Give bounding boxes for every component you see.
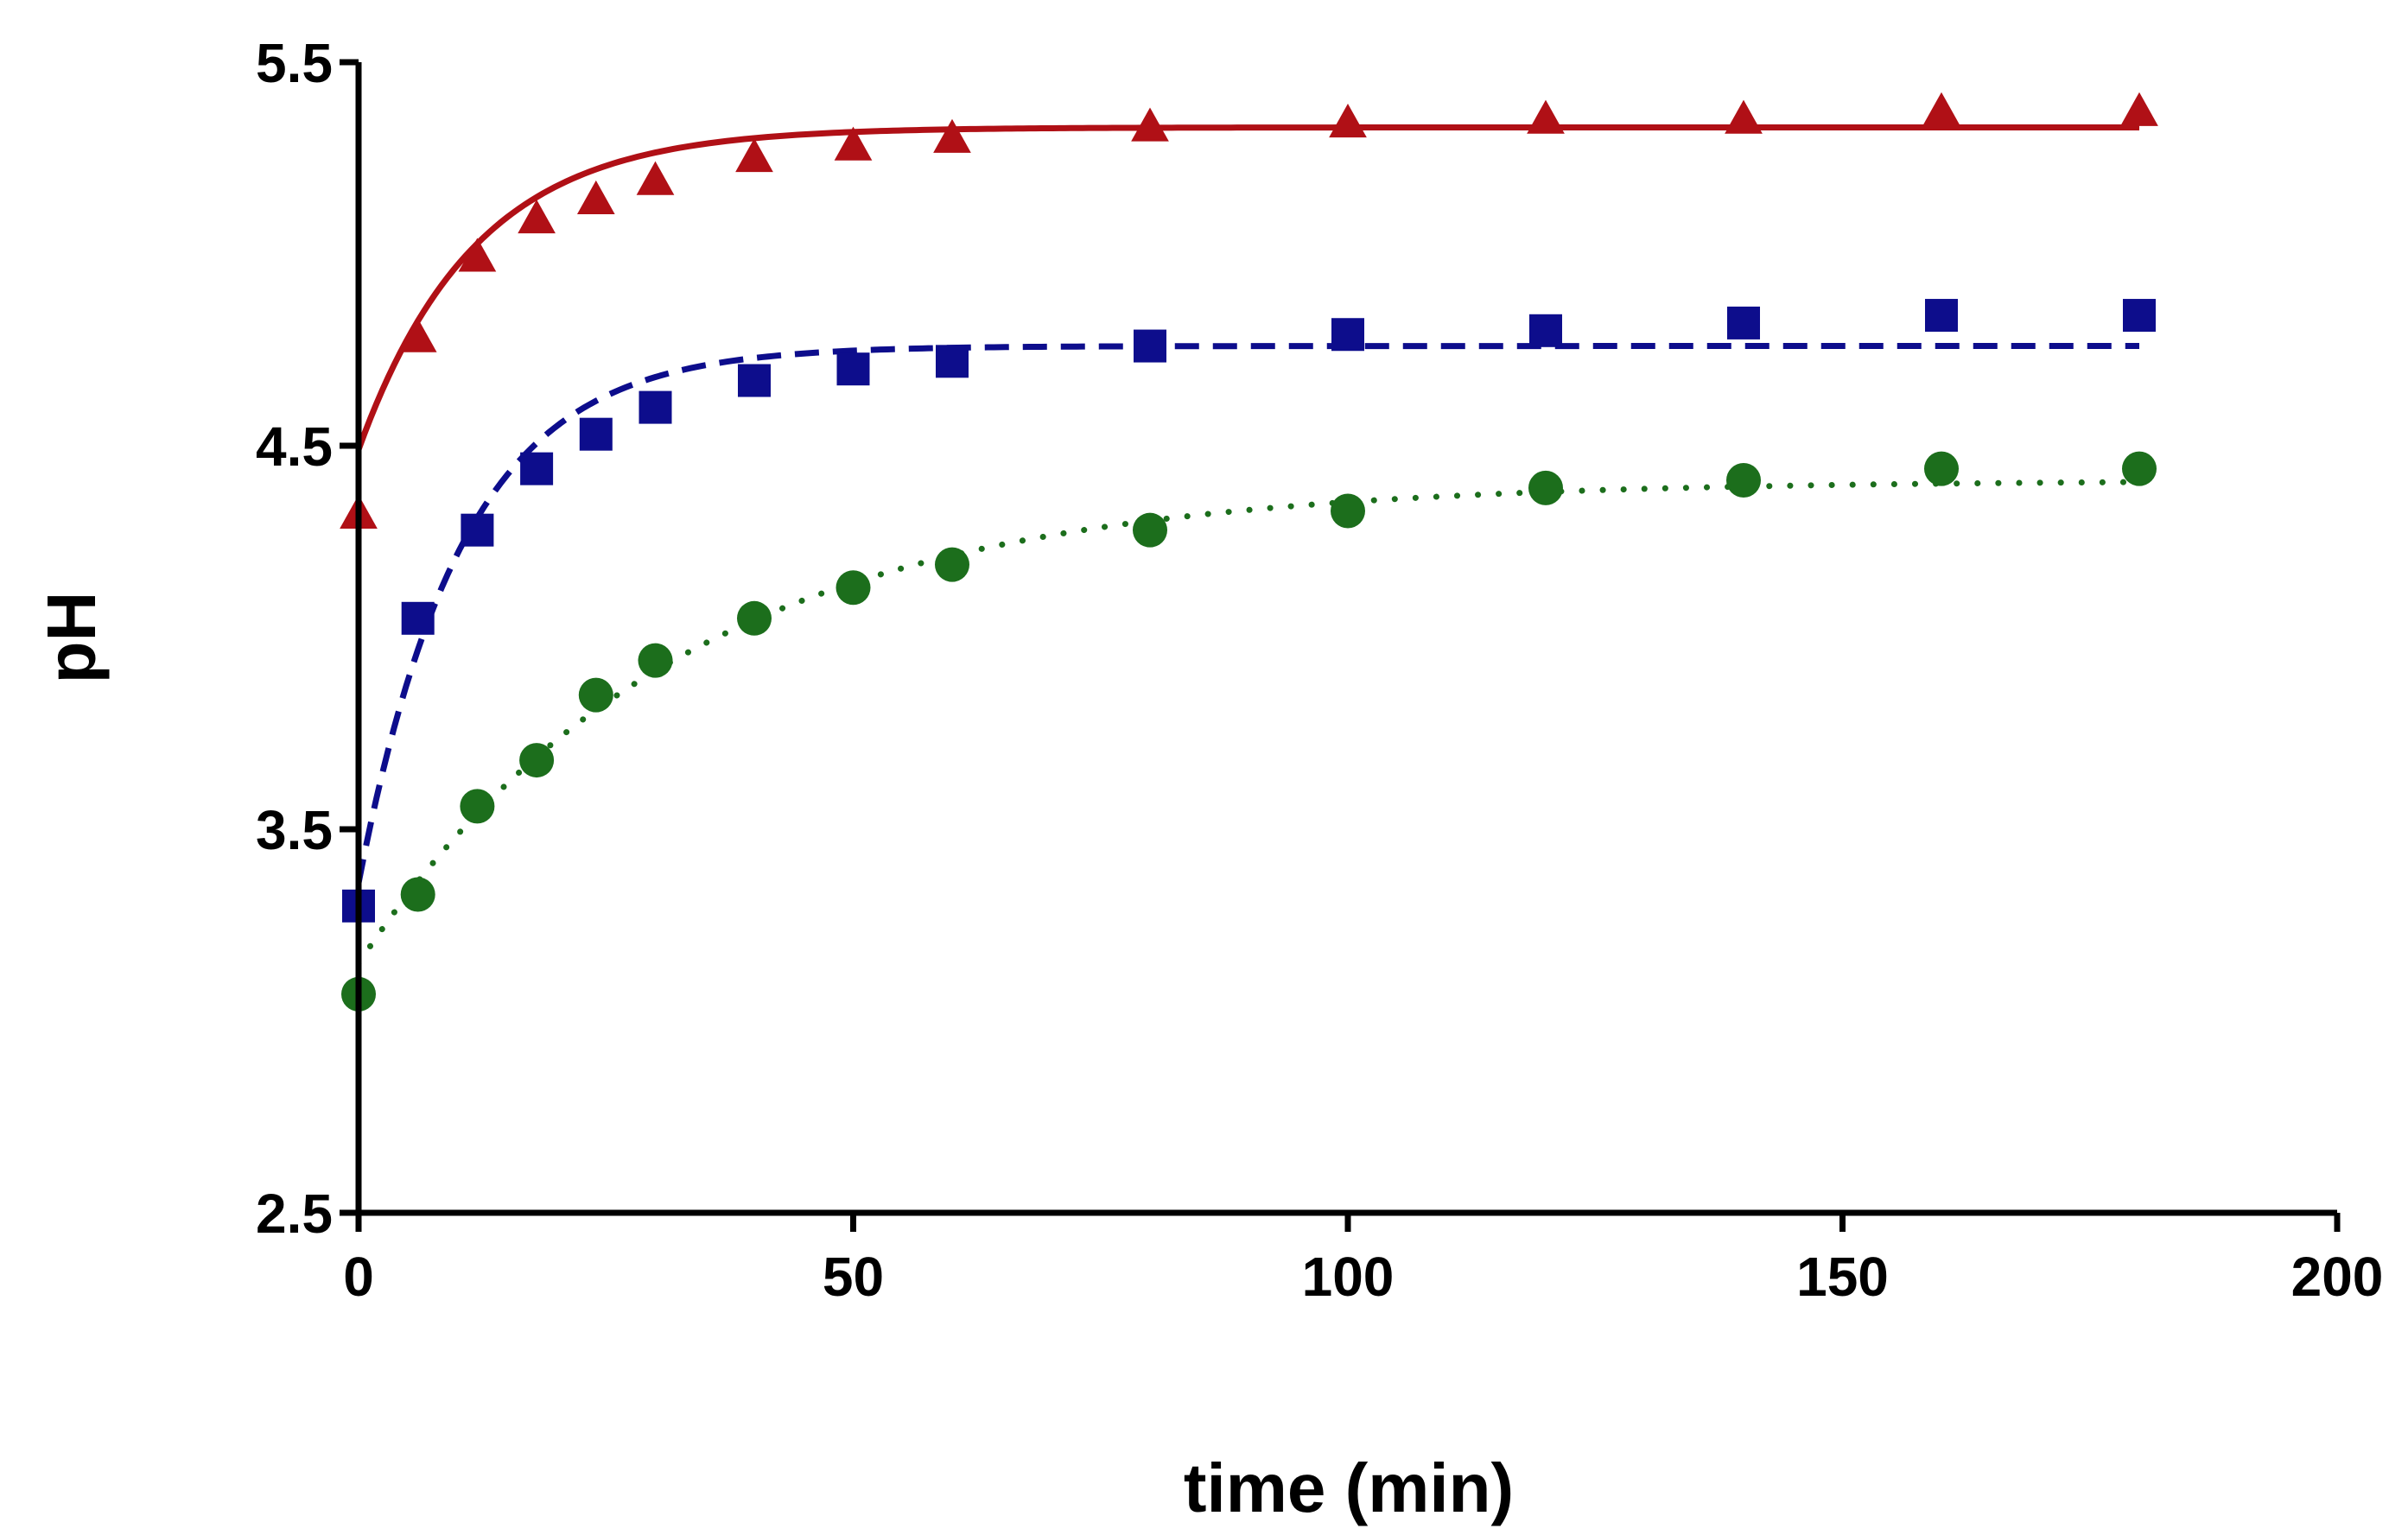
triangle-point — [1725, 99, 1763, 134]
triangle-point — [735, 138, 773, 173]
circle-point — [737, 600, 772, 636]
triangles-solid-fit-curve — [355, 124, 2139, 451]
square-point — [520, 452, 554, 485]
y-axis-title: pH — [33, 592, 110, 684]
triangle-point — [576, 180, 615, 214]
x-tick-label: 50 — [823, 1246, 884, 1308]
circle-point — [835, 570, 871, 606]
circle-point — [1331, 493, 1365, 529]
square-point — [2123, 299, 2156, 333]
square-point — [579, 417, 613, 451]
circle-point — [460, 789, 495, 824]
triangle-point — [1922, 92, 1960, 126]
square-point — [1925, 299, 1958, 333]
x-tick-label: 150 — [1796, 1246, 1889, 1308]
triangle-point — [933, 118, 971, 153]
triangle-point — [458, 238, 497, 272]
circle-point — [1726, 462, 1761, 498]
circle-point — [2122, 451, 2157, 486]
circles-dotted-fit-curve — [355, 479, 2143, 967]
square-point — [639, 390, 672, 424]
square-point — [738, 364, 771, 397]
circle-point — [1924, 451, 1959, 486]
circle-point — [1528, 470, 1563, 505]
squares-dashed-fit-curve — [355, 343, 2139, 884]
tick-labels: 0 50 100 150 200 2.5 3.5 4.5 5.5 — [256, 32, 2383, 1308]
triangle-point — [834, 126, 873, 161]
x-tick-label: 200 — [2291, 1246, 2384, 1308]
circle-point — [519, 743, 555, 778]
square-point — [461, 513, 494, 547]
circle-point — [578, 677, 613, 713]
triangle-point — [636, 161, 675, 195]
y-tick-label: 2.5 — [256, 1183, 333, 1245]
y-tick-label: 3.5 — [256, 799, 333, 861]
axes — [355, 62, 2337, 1216]
ticks — [340, 59, 2341, 1232]
triangle-point — [2120, 92, 2158, 126]
data-markers — [340, 92, 2158, 1012]
triangle-point — [398, 318, 437, 352]
triangle-point — [1329, 104, 1367, 138]
x-tick-label: 100 — [1302, 1246, 1395, 1308]
circle-point — [935, 547, 969, 582]
circle-point — [1133, 512, 1167, 548]
fit-curves — [355, 124, 2143, 967]
triangle-point — [518, 200, 556, 234]
triangle-point — [1131, 107, 1169, 142]
square-point — [836, 352, 870, 386]
square-point — [1134, 329, 1166, 363]
x-tick-label: 0 — [343, 1246, 374, 1308]
y-tick-label: 5.5 — [256, 32, 333, 94]
square-point — [401, 601, 435, 635]
square-point — [1529, 314, 1562, 347]
square-point — [1727, 306, 1760, 339]
y-tick-label: 4.5 — [256, 415, 333, 478]
circle-point — [638, 643, 673, 678]
circle-point — [400, 877, 435, 912]
square-point — [936, 345, 969, 378]
x-axis-title: time (min) — [1184, 1449, 1514, 1526]
square-point — [1331, 318, 1364, 352]
triangle-point — [1527, 99, 1565, 134]
